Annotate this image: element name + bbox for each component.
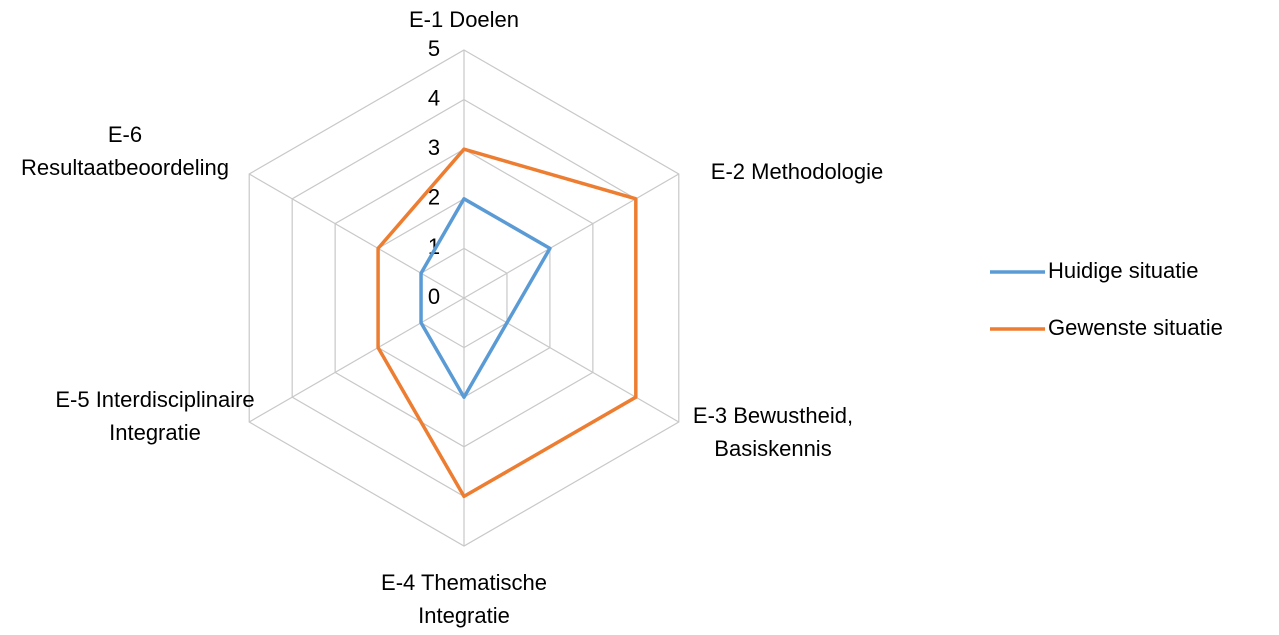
category-label: E-2 Methodologie (710, 159, 884, 184)
spoke (463, 173, 680, 299)
spoke (248, 173, 465, 299)
spoke (463, 297, 680, 423)
grid-ring (248, 49, 680, 547)
tick-label: 5 (428, 36, 440, 61)
grid-ring (334, 148, 594, 448)
legend-label: Huidige situatie (1048, 258, 1198, 283)
category-label: E-3 Bewustheid, Basiskennis (692, 403, 854, 461)
tick-label: 3 (428, 135, 440, 160)
tick-label: 2 (428, 185, 440, 210)
category-label: E-1 Doelen (408, 7, 520, 32)
series-line (419, 197, 552, 399)
legend-label: Gewenste situatie (1048, 315, 1223, 340)
category-label: E-6 Resultaatbeoordeling (21, 122, 229, 180)
tick-label: 4 (428, 85, 440, 110)
series-line (376, 147, 638, 499)
spoke (248, 297, 465, 423)
tick-label: 0 (428, 284, 440, 309)
category-label: E-4 Thematische Integratie (381, 570, 547, 628)
category-label: E-5 Interdisciplinaire Integratie (55, 387, 255, 445)
